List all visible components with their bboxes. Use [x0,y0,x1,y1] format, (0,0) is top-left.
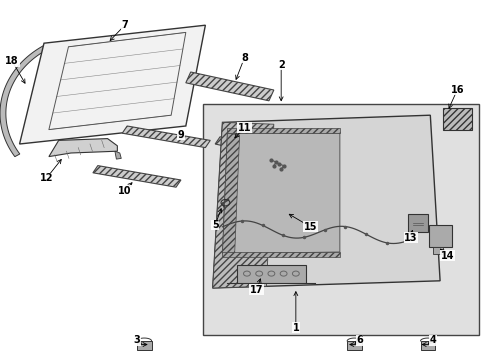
Text: 4: 4 [428,335,435,345]
Polygon shape [432,247,442,254]
Polygon shape [20,25,205,144]
Text: 5: 5 [211,220,218,230]
Text: 12: 12 [40,173,53,183]
Polygon shape [137,341,151,350]
Text: 10: 10 [118,186,131,196]
Text: 8: 8 [241,53,247,63]
Text: 3: 3 [133,335,140,345]
Polygon shape [93,166,181,187]
Text: 13: 13 [403,233,417,243]
Text: 15: 15 [303,222,317,232]
Polygon shape [442,108,471,130]
Polygon shape [420,341,434,350]
Polygon shape [407,214,427,232]
Polygon shape [115,151,121,159]
Polygon shape [222,133,239,254]
Text: 1: 1 [292,323,299,333]
Polygon shape [222,133,339,254]
Text: 2: 2 [277,60,284,70]
Polygon shape [122,126,210,148]
Text: 7: 7 [121,20,128,30]
Polygon shape [212,115,439,288]
Text: 18: 18 [5,56,19,66]
Polygon shape [0,45,47,157]
Polygon shape [227,128,339,133]
Polygon shape [185,72,273,101]
Text: 11: 11 [237,123,251,133]
Bar [203,104,478,335]
Polygon shape [215,137,268,155]
Polygon shape [346,341,361,350]
Polygon shape [222,252,339,257]
Polygon shape [237,265,305,283]
Polygon shape [212,122,273,288]
Text: 14: 14 [440,251,453,261]
Text: 16: 16 [449,85,463,95]
Polygon shape [49,139,117,157]
Text: 9: 9 [177,130,184,140]
Polygon shape [428,225,451,247]
Text: 6: 6 [355,335,362,345]
Text: 17: 17 [249,285,263,295]
